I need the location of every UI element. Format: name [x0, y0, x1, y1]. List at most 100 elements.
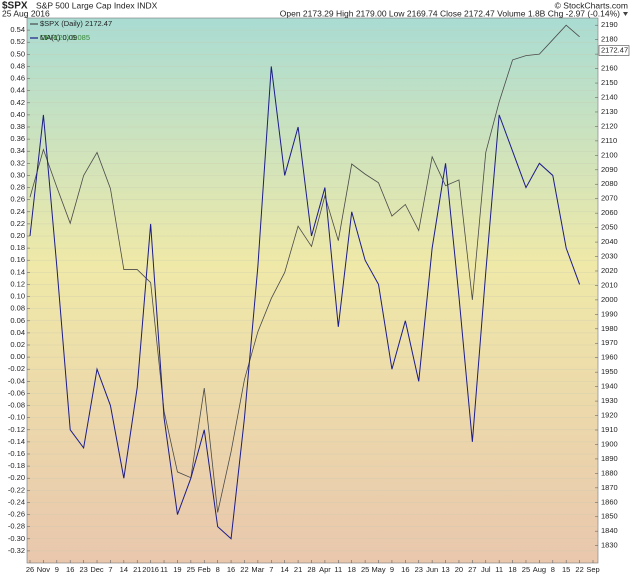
y2-tick-label: 2180 — [601, 35, 618, 44]
credit: © StockCharts.com — [555, 0, 628, 10]
y-tick-label: -0.08 — [8, 401, 25, 410]
y-tick-label: 0.42 — [10, 98, 25, 107]
x-tick-label: 15 — [562, 565, 570, 574]
x-tick-label: 28 — [307, 565, 315, 574]
y-tick-label: 0.14 — [10, 267, 25, 276]
y-tick-label: -0.16 — [8, 449, 25, 458]
x-tick-label: Apr — [319, 565, 331, 574]
y-tick-label: 0.44 — [10, 86, 25, 95]
y-tick-label: 0.26 — [10, 195, 25, 204]
y-tick-label: 0.20 — [10, 231, 25, 240]
y2-tick-label: 1960 — [601, 353, 618, 362]
x-tick-label: Jun — [426, 565, 438, 574]
x-tick-label: 11 — [160, 565, 168, 574]
y-tick-label: 0.16 — [10, 255, 25, 264]
y-tick-label: -0.12 — [8, 425, 25, 434]
y2-tick-label: 2040 — [601, 237, 618, 246]
y2-tick-label: 2100 — [601, 150, 618, 159]
y2-tick-label: 1890 — [601, 454, 618, 463]
y-tick-label: 0.12 — [10, 279, 25, 288]
y-tick-label: 0.36 — [10, 134, 25, 143]
x-tick-label: 23 — [79, 565, 87, 574]
y2-tick-label: 1910 — [601, 425, 618, 434]
y-tick-label: -0.24 — [8, 497, 25, 506]
x-tick-label: 22 — [575, 565, 583, 574]
x-tick-label: 20 — [455, 565, 463, 574]
x-tick-label: 16 — [227, 565, 235, 574]
x-tick-label: 18 — [348, 565, 356, 574]
x-tick-label: 19 — [173, 565, 181, 574]
y-tick-label: 0.46 — [10, 74, 25, 83]
y-tick-label: -0.06 — [8, 388, 25, 397]
x-tick-label: Dec — [90, 565, 104, 574]
series-line — [29, 66, 581, 540]
y2-tick-label: 2140 — [601, 92, 618, 101]
y2-tick-label: 2150 — [601, 78, 618, 87]
y2-tick-label: 1860 — [601, 497, 618, 506]
y2-tick-label: 2000 — [601, 295, 618, 304]
y-tick-label: 0.02 — [10, 340, 25, 349]
x-tick-label: 25 — [522, 565, 530, 574]
y2-tick-label: 1920 — [601, 411, 618, 420]
x-tick-label: 8 — [216, 565, 220, 574]
x-tick-label: 27 — [468, 565, 476, 574]
y2-tick-label: 1880 — [601, 468, 618, 477]
legend-label: $SPX (Daily) 2172.47 — [40, 19, 112, 28]
x-tick-label: 7 — [269, 565, 273, 574]
y-tick-label: 0.48 — [10, 61, 25, 70]
date: 25 Aug 2016 — [2, 8, 50, 18]
x-tick-label: 2016 — [142, 565, 159, 574]
y2-tick-label: 2090 — [601, 165, 618, 174]
x-tick-label: Aug — [533, 565, 546, 574]
legend-note: CPR(20) 0.085 — [40, 33, 90, 42]
y-tick-label: 0.52 — [10, 37, 25, 46]
y-tick-label: 0.10 — [10, 292, 25, 301]
y-tick-label: -0.30 — [8, 534, 25, 543]
x-tick-label: 21 — [294, 565, 302, 574]
y2-tick-label: 2160 — [601, 64, 618, 73]
index-name: S&P 500 Large Cap Index INDX — [36, 0, 158, 10]
last-price-label: 2172.47 — [601, 46, 628, 55]
x-tick-label: 13 — [441, 565, 449, 574]
x-tick-label: 25 — [187, 565, 195, 574]
y-tick-label: 0.06 — [10, 316, 25, 325]
last-price-box — [598, 45, 630, 56]
y2-tick-label: 2130 — [601, 107, 618, 116]
y2-tick-label: 1980 — [601, 324, 618, 333]
y2-tick-label: 2110 — [601, 136, 617, 145]
y2-tick-label: 1830 — [601, 541, 618, 550]
y2-tick-label: 2080 — [601, 179, 618, 188]
y2-tick-label: 2070 — [601, 194, 618, 203]
y2-tick-label: 2120 — [601, 121, 618, 130]
x-tick-label: 16 — [401, 565, 409, 574]
y-tick-label: -0.32 — [8, 546, 25, 555]
y-tick-label: 0.34 — [10, 146, 25, 155]
x-tick-label: 14 — [281, 565, 289, 574]
y2-tick-label: 2010 — [601, 280, 618, 289]
y-tick-label: 0.28 — [10, 183, 25, 192]
y2-tick-label: 1850 — [601, 512, 618, 521]
y-tick-label: 0.32 — [10, 158, 25, 167]
x-tick-label: 16 — [66, 565, 74, 574]
series-line — [29, 24, 580, 513]
symbol: $SPX — [2, 1, 28, 12]
y-tick-label: 0.22 — [10, 219, 25, 228]
down-arrow — [623, 12, 628, 16]
y2-tick-label: 2060 — [601, 208, 618, 217]
x-tick-label: 23 — [415, 565, 423, 574]
y-tick-label: -0.10 — [8, 413, 25, 422]
x-tick-label: 9 — [390, 565, 394, 574]
x-tick-label: 14 — [120, 565, 128, 574]
y2-tick-label: 1970 — [601, 338, 618, 347]
y2-tick-label: 2190 — [601, 20, 618, 29]
y2-tick-label: 1950 — [601, 367, 618, 376]
y2-tick-label: 1940 — [601, 382, 618, 391]
y2-tick-label: 2020 — [601, 266, 618, 275]
x-tick-label: 9 — [55, 565, 59, 574]
y-tick-label: 0.50 — [10, 49, 25, 58]
y-tick-label: -0.28 — [8, 522, 25, 531]
x-tick-label: 8 — [551, 565, 555, 574]
x-tick-label: 11 — [334, 565, 342, 574]
y-tick-label: 0.40 — [10, 110, 25, 119]
